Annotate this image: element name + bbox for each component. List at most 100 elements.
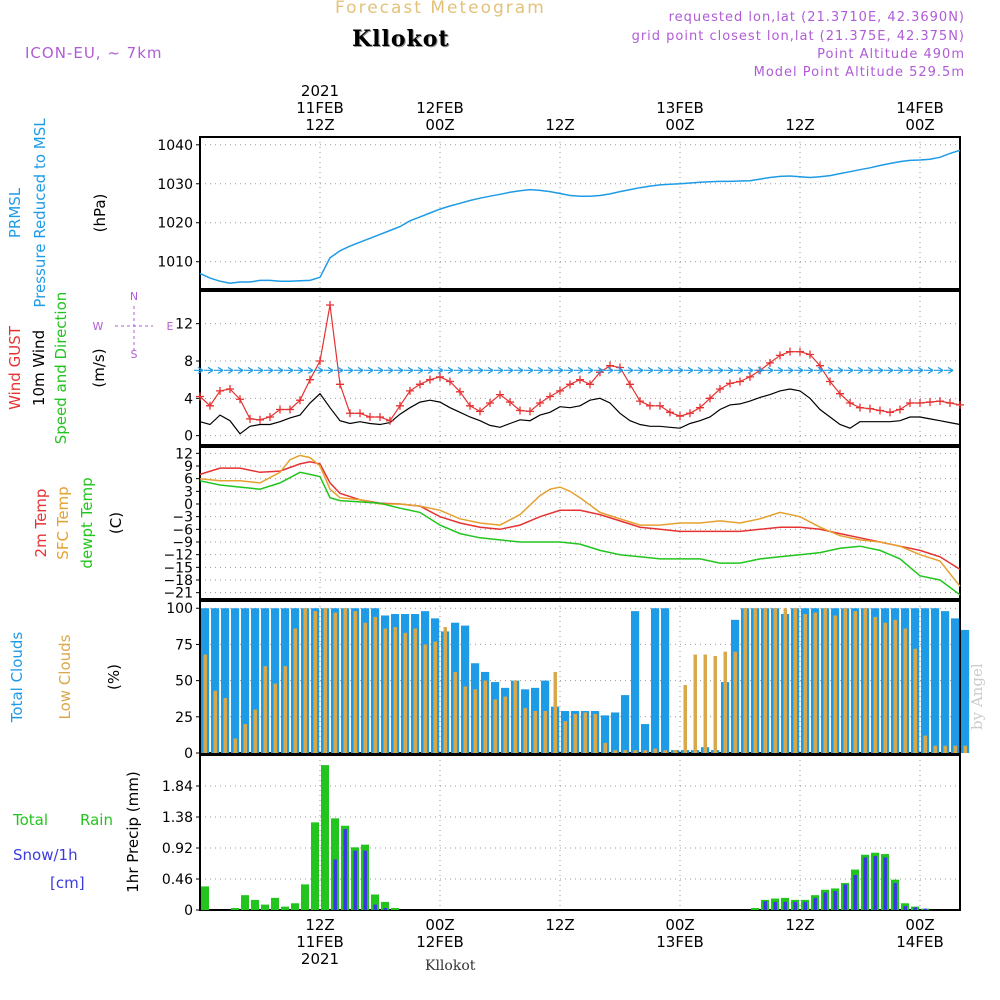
low-cloud-bar — [923, 735, 927, 753]
wind-arrow — [824, 366, 834, 374]
gust-marker — [776, 351, 784, 360]
low-cloud-bar — [663, 750, 667, 753]
snow-bar — [803, 901, 807, 910]
rain-bar — [371, 894, 379, 910]
low-cloud-bar — [413, 628, 417, 753]
low-cloud-bar — [823, 608, 827, 753]
gust-marker — [766, 358, 774, 367]
gust-marker — [676, 412, 684, 421]
credit-watermark: by Angel — [968, 663, 986, 730]
wind-arrow — [424, 366, 434, 374]
time-label-bottom: 00Z — [905, 916, 934, 934]
point-altitude: Point Altitude 490m — [817, 47, 965, 62]
snow-bar — [903, 905, 907, 910]
gust-marker — [656, 401, 664, 410]
y-tick-label: 100 — [166, 601, 193, 617]
gust-marker — [556, 386, 564, 395]
y-tick-label: 25 — [175, 710, 193, 726]
low-cloud-bar — [753, 608, 757, 753]
gust-marker — [646, 401, 654, 410]
gust-marker — [916, 399, 924, 407]
wind-arrow — [524, 366, 534, 374]
compass-s: S — [131, 348, 138, 361]
panel-frame — [199, 754, 961, 911]
y-tick-label: 6 — [184, 472, 193, 488]
gust-marker — [206, 401, 214, 410]
gust-marker — [806, 350, 814, 359]
low-cloud-bar — [643, 750, 647, 753]
wind-arrow — [434, 366, 444, 374]
low-cloud-bar — [443, 627, 447, 753]
time-label-top: 11FEB — [296, 99, 343, 117]
low-cloud-bar — [403, 632, 407, 753]
total-cloud-bar — [241, 608, 250, 753]
gust-marker — [516, 406, 524, 415]
rain-bar — [291, 903, 299, 910]
wind-arrow — [454, 366, 464, 374]
low-cloud-bar — [383, 628, 387, 753]
wind-label-units: (m/s) — [90, 348, 108, 387]
gust-marker — [466, 401, 474, 410]
total-cloud-bar — [961, 629, 970, 753]
gust-marker — [576, 375, 584, 384]
low-cloud-bar — [253, 709, 257, 753]
temp-2m-line — [199, 461, 961, 571]
y-tick-label: 0.92 — [162, 841, 193, 857]
wind-arrow — [844, 366, 854, 374]
low-cloud-bar — [473, 689, 477, 753]
wind-arrow — [544, 366, 554, 374]
low-cloud-bar — [343, 608, 347, 753]
gust-marker — [336, 380, 344, 389]
low-cloud-bar — [863, 608, 867, 753]
gust-marker — [546, 392, 554, 401]
gust-marker — [566, 380, 574, 389]
low-cloud-bar — [483, 680, 487, 753]
y-tick-label: −9 — [172, 535, 193, 551]
y-tick-label: −21 — [163, 586, 193, 602]
low-cloud-bar — [943, 745, 947, 753]
gust-marker — [526, 407, 534, 416]
gust-marker — [496, 390, 504, 399]
low-cloud-bar — [283, 666, 287, 753]
time-label-top: 12Z — [545, 116, 574, 134]
snow-bar — [383, 907, 387, 910]
wind-arrow — [364, 366, 374, 374]
wind-arrow — [324, 366, 334, 374]
y-tick-label: 1020 — [157, 216, 193, 232]
temp-label-sfc: SFC Temp — [54, 486, 72, 559]
gust-marker — [216, 386, 224, 395]
time-label-top: 00Z — [425, 116, 454, 134]
precip-label-units: 1hr Precip (mm) — [124, 771, 142, 892]
y-tick-label: 0 — [184, 746, 193, 762]
low-cloud-bar — [543, 711, 547, 753]
location-title: Kllokot — [352, 26, 450, 52]
model-altitude: Model Point Altitude 529.5m — [753, 65, 965, 80]
low-cloud-bar — [433, 641, 437, 753]
low-cloud-bar — [233, 738, 237, 753]
y-tick-label: 50 — [175, 674, 193, 690]
time-label-bottom: 12Z — [305, 916, 334, 934]
time-label-top: 00Z — [665, 116, 694, 134]
rain-bar — [231, 907, 239, 910]
time-label-bottom: 14FEB — [896, 933, 943, 951]
wind-arrow — [474, 366, 484, 374]
wind-arrow — [714, 366, 724, 374]
low-cloud-bar — [723, 651, 727, 753]
wind-arrow — [854, 366, 864, 374]
wind-speed-line — [199, 388, 961, 435]
low-cloud-bar — [463, 686, 467, 753]
low-cloud-bar — [453, 671, 457, 753]
y-tick-label: 12 — [175, 317, 193, 333]
panel-frame — [199, 446, 961, 600]
model-label: ICON-EU, ~ 7km — [25, 44, 163, 62]
low-cloud-bar — [593, 713, 597, 753]
snow-bar — [883, 857, 887, 910]
y-tick-label: 0 — [184, 497, 193, 513]
wind-arrow — [664, 366, 674, 374]
low-cloud-bar — [603, 742, 607, 753]
snow-bar — [893, 883, 897, 910]
total-cloud-bar — [951, 618, 960, 753]
gust-marker — [706, 394, 714, 403]
time-label-bottom: 12FEB — [416, 933, 463, 951]
low-cloud-bar — [873, 616, 877, 753]
